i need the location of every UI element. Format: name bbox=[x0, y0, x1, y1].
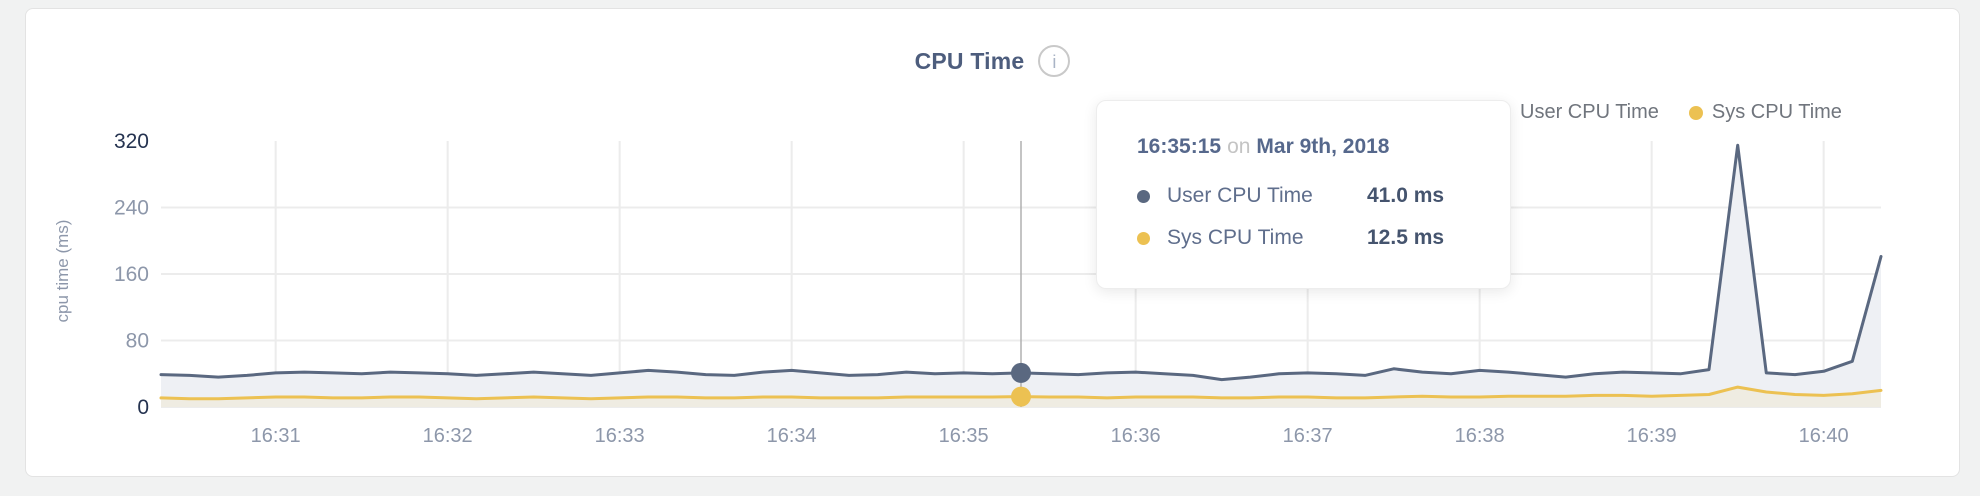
tooltip-timestamp: 16:35:15 on Mar 9th, 2018 bbox=[1137, 135, 1480, 159]
x-tick-label: 16:40 bbox=[1799, 425, 1849, 447]
hover-dot-user[interactable] bbox=[1011, 362, 1031, 383]
tooltip-row-user-cpu: User CPU Time 41.0 ms bbox=[1137, 175, 1480, 217]
x-tick-label: 16:31 bbox=[251, 425, 301, 447]
legend-item-sys-cpu[interactable]: Sys CPU Time bbox=[1688, 101, 1842, 124]
x-tick-label: 16:39 bbox=[1627, 425, 1677, 447]
tooltip-value-user-cpu: 41.0 ms bbox=[1367, 184, 1445, 207]
y-tick-label: 320 bbox=[114, 130, 149, 153]
tooltip-value-sys-cpu: 12.5 ms bbox=[1367, 226, 1445, 249]
chart-header: CPU Time i bbox=[26, 45, 1959, 77]
hover-marker bbox=[1011, 141, 1031, 407]
chart-tooltip: 16:35:15 on Mar 9th, 2018 User CPU Time 41… bbox=[1096, 100, 1511, 289]
tooltip-conjunction: on bbox=[1227, 135, 1251, 158]
y-tick-label: 160 bbox=[114, 263, 149, 286]
sys-series-dot-icon bbox=[1137, 231, 1150, 245]
x-tick-label: 16:36 bbox=[1111, 425, 1161, 447]
x-tick-label: 16:35 bbox=[939, 425, 989, 447]
legend-label-sys-cpu: Sys CPU Time bbox=[1711, 101, 1842, 123]
tooltip-row-sys-cpu: Sys CPU Time 12.5 ms bbox=[1137, 217, 1480, 259]
x-tick-label: 16:32 bbox=[423, 425, 473, 447]
sys-series-dot-icon bbox=[1688, 105, 1703, 120]
y-tick-label: 240 bbox=[114, 197, 149, 220]
user-series-dot-icon bbox=[1137, 189, 1150, 203]
y-tick-label: 80 bbox=[126, 330, 149, 353]
legend-label-user-cpu: User CPU Time bbox=[1520, 101, 1659, 123]
x-tick-label: 16:33 bbox=[595, 425, 645, 447]
x-tick-label: 16:37 bbox=[1283, 425, 1333, 447]
tooltip-label-user-cpu: User CPU Time bbox=[1167, 184, 1313, 207]
tooltip-date: Mar 9th, 2018 bbox=[1256, 135, 1390, 158]
cpu-time-card: CPU Time i User CPU Time Sys CPU Time cp… bbox=[25, 8, 1960, 477]
cpu-time-chart[interactable]: 16:31 16:32 16:33 16:34 16:35 16:36 16:37 16:38… bbox=[26, 9, 1961, 478]
chart-title: CPU Time bbox=[914, 47, 1025, 74]
user-cpu-area bbox=[161, 145, 1881, 407]
x-tick-label: 16:38 bbox=[1455, 425, 1505, 447]
x-tick-label: 16:34 bbox=[767, 425, 817, 447]
info-icon[interactable]: i bbox=[1038, 45, 1071, 77]
y-tick-label: 0 bbox=[137, 396, 149, 419]
chart-legend: User CPU Time Sys CPU Time bbox=[1497, 101, 1842, 124]
hover-dot-sys[interactable] bbox=[1011, 386, 1031, 407]
tooltip-time: 16:35:15 bbox=[1137, 135, 1222, 158]
tooltip-label-sys-cpu: Sys CPU Time bbox=[1167, 226, 1304, 249]
